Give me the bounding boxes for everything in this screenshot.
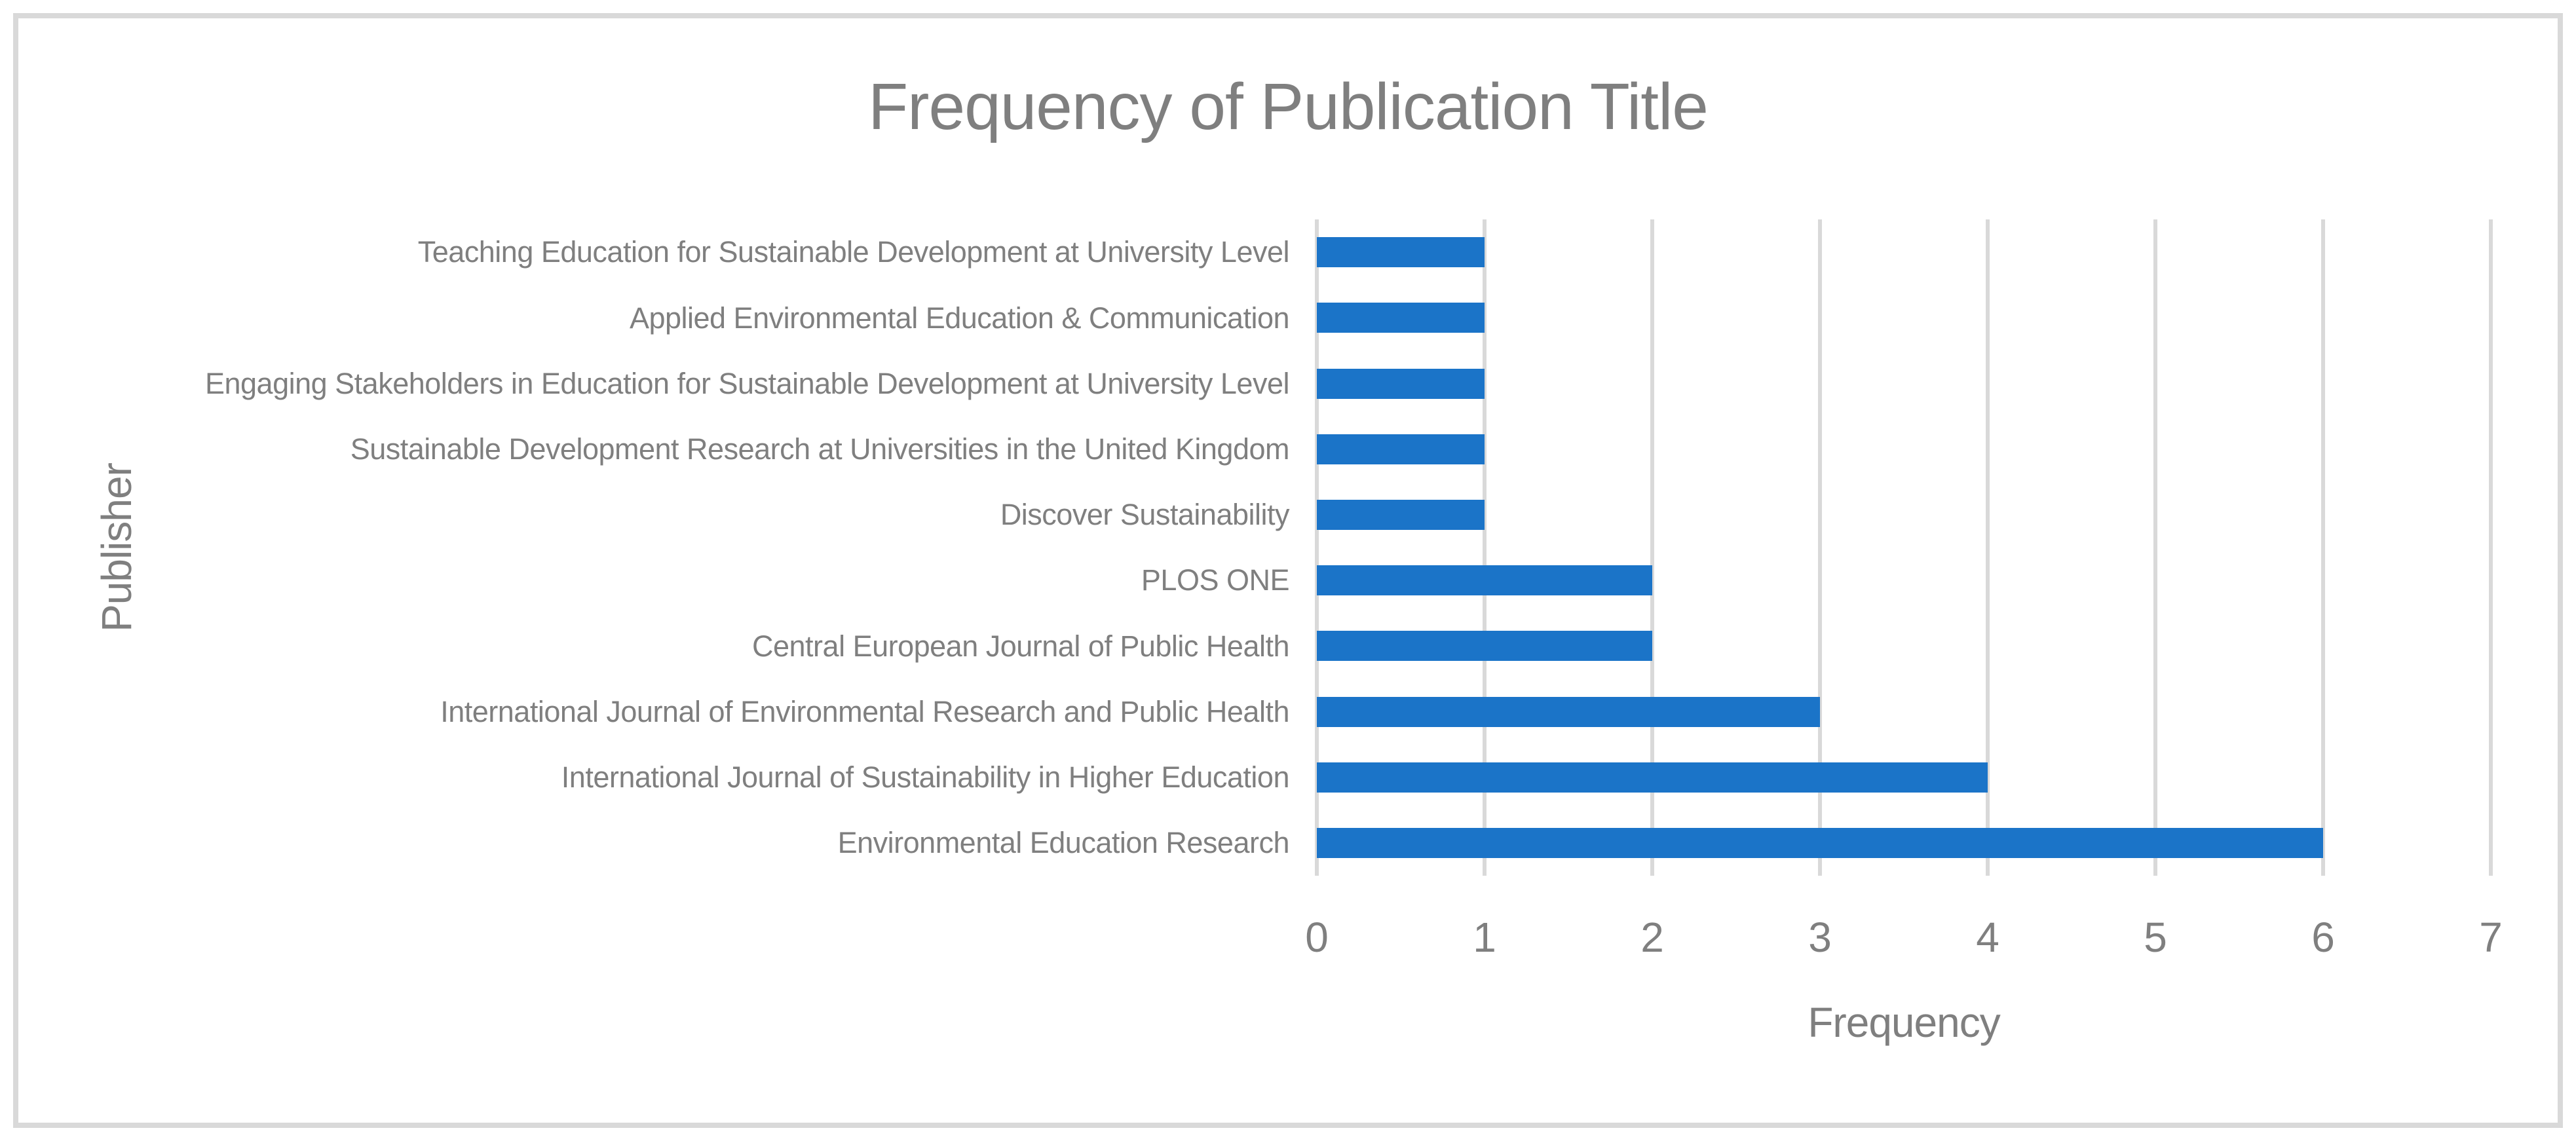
gridline <box>1650 219 1654 876</box>
x-axis-tick-labels: 0 1 2 3 4 5 6 7 <box>1305 914 2503 973</box>
x-tick-label: 1 <box>1473 914 1496 961</box>
bar-track <box>1317 745 2491 810</box>
bar-track <box>1317 482 2491 548</box>
gridlines <box>1315 219 2493 876</box>
gridline <box>2153 219 2157 876</box>
bar-row: Applied Environmental Education & Commun… <box>39 285 2491 350</box>
category-label: Applied Environmental Education & Commun… <box>629 301 1290 335</box>
chart-title: Frequency of Publication Title <box>868 70 1709 143</box>
bar-row: Sustainable Development Research at Univ… <box>39 417 2491 482</box>
bar <box>1317 631 1652 662</box>
bar-row: Central European Journal of Public Healt… <box>39 613 2491 679</box>
bar <box>1317 499 1485 530</box>
bar-track <box>1317 350 2491 416</box>
gridline <box>1483 219 1487 876</box>
bar-track <box>1317 679 2491 744</box>
bar <box>1317 696 1820 727</box>
chart-frame <box>13 13 2563 1128</box>
bar <box>1317 237 1485 268</box>
category-label: Engaging Stakeholders in Education for S… <box>204 366 1290 400</box>
category-label: Discover Sustainability <box>1000 498 1290 532</box>
x-tick-label: 2 <box>1640 914 1664 961</box>
gridline <box>1315 219 1319 876</box>
category-label: Central European Journal of Public Healt… <box>752 629 1290 663</box>
x-tick-label: 7 <box>2479 914 2503 961</box>
category-label: International Journal of Environmental R… <box>440 694 1289 728</box>
bar-row: International Journal of Sustainability … <box>39 745 2491 810</box>
bar-track <box>1317 285 2491 350</box>
gridline <box>1818 219 1822 876</box>
bar-track <box>1317 613 2491 679</box>
bar-rows: Teaching Education for Sustainable Devel… <box>39 219 2491 876</box>
bar-track <box>1317 417 2491 482</box>
category-label: Teaching Education for Sustainable Devel… <box>417 235 1290 269</box>
bar-row: International Journal of Environmental R… <box>39 679 2491 744</box>
bar <box>1317 827 2323 858</box>
gridline <box>2321 219 2325 876</box>
x-tick-label: 4 <box>1976 914 1999 961</box>
bar <box>1317 303 1485 333</box>
x-tick-label: 6 <box>2311 914 2335 961</box>
bar-track <box>1317 219 2491 285</box>
bar-row: Environmental Education Research <box>39 810 2491 876</box>
bar <box>1317 434 1485 464</box>
x-tick-label: 5 <box>2144 914 2167 961</box>
bar <box>1317 368 1485 399</box>
category-label: Sustainable Development Research at Univ… <box>350 432 1290 466</box>
bar <box>1317 565 1652 596</box>
gridline <box>2489 219 2493 876</box>
category-label: Environmental Education Research <box>837 826 1290 860</box>
bar-row: Engaging Stakeholders in Education for S… <box>39 350 2491 416</box>
bar-track <box>1317 548 2491 613</box>
bar-row: Discover Sustainability <box>39 482 2491 548</box>
x-tick-label: 0 <box>1305 914 1329 961</box>
bar-track <box>1317 810 2491 876</box>
x-tick-label: 3 <box>1808 914 1832 961</box>
bar-row: Teaching Education for Sustainable Devel… <box>39 219 2491 285</box>
bar-row: PLOS ONE <box>39 548 2491 613</box>
gridline <box>1986 219 1990 876</box>
category-label: International Journal of Sustainability … <box>561 760 1290 795</box>
x-axis-title: Frequency <box>1808 999 2000 1046</box>
bar <box>1317 762 1988 793</box>
category-label: PLOS ONE <box>1141 563 1290 597</box>
